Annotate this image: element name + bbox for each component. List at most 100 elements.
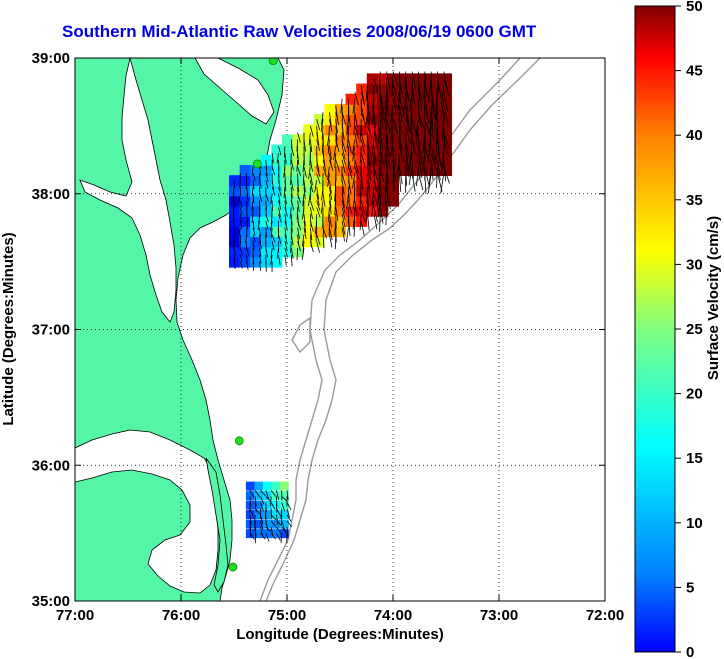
velocity-arrow xyxy=(254,502,257,513)
velocity-arrow xyxy=(341,227,346,242)
velocity-cell xyxy=(282,226,293,238)
velocity-arrow xyxy=(392,146,395,165)
velocity-arrow xyxy=(286,490,289,501)
velocity-arrow xyxy=(340,98,343,114)
velocity-arrow xyxy=(415,119,419,139)
velocity-cell xyxy=(356,205,368,217)
velocity-cell xyxy=(250,246,262,258)
velocity-cell xyxy=(335,154,346,166)
velocity-arrow xyxy=(443,159,447,182)
x-tick-label: 77:00 xyxy=(56,607,94,624)
velocity-cell xyxy=(313,195,325,207)
velocity-arrow xyxy=(428,139,432,160)
velocity-cell xyxy=(313,215,325,227)
velocity-cell xyxy=(271,519,281,529)
velocity-arrow xyxy=(352,146,356,162)
velocity-cell xyxy=(430,124,442,136)
velocity-cell xyxy=(366,114,378,126)
velocity-cell xyxy=(254,500,264,510)
velocity-cell xyxy=(303,134,315,146)
chesapeake-bay xyxy=(79,58,177,323)
velocity-cell xyxy=(409,73,421,85)
velocity-arrow xyxy=(334,152,337,168)
velocity-arrow xyxy=(322,146,325,160)
velocity-arrow xyxy=(278,200,282,210)
velocity-arrow xyxy=(398,85,401,104)
velocity-arrow xyxy=(322,193,326,207)
velocity-arrow xyxy=(239,220,243,229)
velocity-arrow xyxy=(278,193,281,205)
velocity-arrow xyxy=(386,98,389,117)
velocity-cell xyxy=(441,93,452,105)
velocity-arrow xyxy=(284,173,286,185)
velocity-arrow xyxy=(316,200,321,212)
velocity-arrow xyxy=(430,105,434,127)
velocity-arrow xyxy=(359,186,362,204)
velocity-cell xyxy=(398,114,410,126)
velocity-cell xyxy=(377,83,389,95)
velocity-arrow xyxy=(360,152,366,167)
velocity-cell xyxy=(345,93,357,105)
velocity-arrow xyxy=(284,193,287,205)
velocity-cell xyxy=(335,124,346,136)
velocity-arrow xyxy=(418,132,420,153)
velocity-arrow xyxy=(252,234,256,243)
velocity-arrow xyxy=(352,98,356,115)
barrier-islands xyxy=(205,457,229,593)
velocity-cell xyxy=(388,103,399,115)
velocity-arrow xyxy=(297,152,300,165)
velocity-arrow xyxy=(373,207,378,223)
velocity-arrow xyxy=(329,186,333,201)
colorbar-gradient xyxy=(634,5,676,653)
velocity-arrow xyxy=(321,125,324,140)
velocity-cell xyxy=(388,73,399,85)
velocity-arrow xyxy=(360,112,366,125)
velocity-arrow xyxy=(259,186,261,197)
velocity-arrow xyxy=(373,214,378,230)
velocity-arrow xyxy=(249,514,252,525)
velocity-cell xyxy=(388,195,399,207)
velocity-arrow xyxy=(316,241,320,253)
velocity-cell xyxy=(282,246,293,258)
velocity-cell xyxy=(250,215,262,227)
velocity-cell xyxy=(303,226,315,238)
velocity-cell xyxy=(254,510,264,520)
velocity-arrow xyxy=(303,166,307,178)
velocity-arrow xyxy=(398,119,401,138)
velocity-arrow xyxy=(360,105,365,121)
velocity-arrow xyxy=(416,166,419,187)
velocity-cell xyxy=(335,175,346,187)
velocity-arrow xyxy=(352,173,356,189)
velocity-cell xyxy=(324,103,336,115)
velocity-arrow xyxy=(360,139,365,154)
velocity-arrow xyxy=(348,186,350,203)
station-marker xyxy=(234,436,244,446)
velocity-cell xyxy=(313,164,325,176)
velocity-cell xyxy=(239,246,251,258)
velocity-arrow xyxy=(353,119,356,135)
velocity-arrow xyxy=(348,173,350,189)
velocity-arrow xyxy=(424,118,431,136)
velocity-arrow xyxy=(265,220,269,230)
velocity-cell xyxy=(430,93,442,105)
velocity-cell xyxy=(262,519,272,529)
velocity-cell xyxy=(345,215,357,227)
velocity-arrow xyxy=(443,71,449,92)
velocity-arrow xyxy=(329,193,332,208)
velocity-arrow xyxy=(286,520,293,528)
velocity-arrow xyxy=(443,91,449,112)
velocity-cell xyxy=(366,93,378,105)
velocity-arrow xyxy=(254,490,260,498)
velocity-arrow xyxy=(252,220,255,230)
velocity-arrow xyxy=(270,227,273,238)
velocity-cell xyxy=(282,215,293,227)
velocity-arrow xyxy=(316,166,321,178)
velocity-arrow xyxy=(379,207,384,224)
velocity-cell xyxy=(356,114,368,126)
velocity-arrow xyxy=(297,200,300,213)
velocity-arrow xyxy=(437,159,441,181)
velocity-cell xyxy=(292,205,304,217)
velocity-arrow xyxy=(303,186,306,200)
velocity-cell xyxy=(245,510,255,520)
velocity-cell xyxy=(324,164,336,176)
